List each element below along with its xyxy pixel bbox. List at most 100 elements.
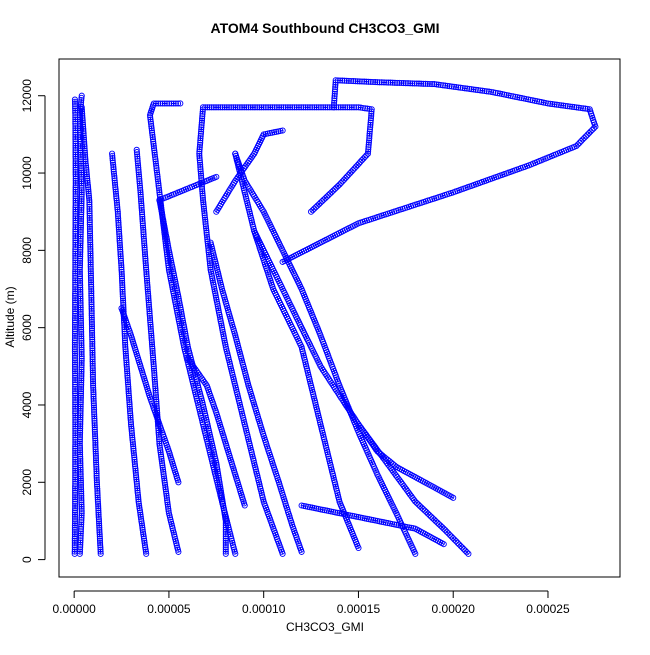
data-point [488, 88, 495, 95]
data-point [77, 455, 84, 462]
data-point [331, 95, 338, 102]
data-point [331, 92, 338, 100]
data-point [366, 137, 373, 144]
data-point [91, 413, 98, 420]
data-point [199, 110, 206, 117]
data-point [573, 142, 580, 150]
data-point [372, 79, 379, 86]
data-point [77, 451, 84, 458]
data-point [455, 84, 462, 91]
data-point [222, 526, 229, 533]
data-point [88, 301, 95, 308]
y-tick-label: 0 [20, 556, 34, 563]
data-point [196, 148, 203, 155]
data-point [157, 203, 164, 210]
data-point [77, 479, 84, 486]
data-point [140, 229, 147, 236]
y-tick-label: 2000 [20, 469, 34, 496]
data-point [366, 126, 374, 133]
data-point [95, 507, 102, 514]
data-point [181, 326, 188, 333]
data-point [143, 271, 150, 278]
data-point [353, 104, 360, 111]
data-point [159, 462, 166, 469]
data-point [88, 327, 96, 334]
data-point [94, 492, 101, 499]
data-point [72, 175, 79, 182]
data-point [77, 306, 84, 313]
data-point [71, 98, 79, 105]
data-point [71, 363, 79, 370]
data-point [115, 217, 122, 224]
data-point [77, 396, 84, 404]
data-point [164, 503, 172, 510]
data-point [120, 299, 127, 306]
data-point [77, 282, 84, 289]
data-point [89, 354, 96, 361]
data-point [162, 229, 169, 236]
data-point [93, 474, 100, 481]
data-point [184, 343, 191, 351]
data-point [198, 128, 205, 135]
data-point [456, 541, 463, 548]
data-point [135, 496, 142, 503]
data-point [77, 539, 84, 546]
data-point [77, 394, 84, 401]
data-point [448, 83, 455, 90]
data-point [509, 93, 517, 100]
data-point [97, 539, 104, 547]
data-point [138, 204, 145, 211]
data-point [315, 104, 322, 111]
data-point [72, 202, 79, 209]
data-point [142, 264, 150, 271]
data-point [158, 455, 165, 462]
data-point [77, 297, 84, 304]
data-point [562, 102, 569, 109]
data-point [80, 136, 88, 143]
data-point [78, 383, 85, 390]
data-point [170, 288, 177, 295]
data-point [118, 264, 125, 271]
data-point [145, 297, 152, 304]
data-point [71, 535, 78, 542]
data-point [147, 319, 154, 326]
data-point [385, 79, 392, 86]
data-point [78, 488, 85, 495]
data-point [72, 310, 79, 317]
data-point [222, 541, 229, 549]
data-point [217, 483, 224, 490]
data-point [211, 451, 218, 458]
data-point [78, 182, 85, 189]
data-point [136, 180, 143, 187]
data-point [199, 115, 206, 122]
data-point [151, 369, 158, 376]
data-point [122, 339, 129, 346]
data-point [147, 328, 155, 335]
data-point [133, 478, 140, 485]
data-point [153, 162, 160, 169]
data-point [157, 449, 164, 456]
data-point [219, 498, 226, 505]
data-point [450, 83, 457, 90]
data-point [77, 407, 84, 414]
data-point [197, 161, 204, 168]
data-point [71, 330, 79, 337]
data-point [115, 215, 122, 222]
data-point [84, 175, 91, 182]
data-point [198, 117, 206, 124]
data-point [92, 437, 99, 444]
data-point [140, 233, 147, 240]
data-point [154, 176, 161, 183]
data-point [87, 268, 94, 275]
data-point [348, 77, 355, 85]
data-point [78, 490, 85, 497]
data-point [200, 201, 207, 208]
data-point [76, 275, 84, 282]
data-point [149, 129, 156, 136]
data-point [179, 315, 186, 322]
data-point [76, 548, 84, 555]
data-point [138, 515, 145, 523]
data-point [196, 146, 203, 153]
data-point [446, 531, 453, 539]
data-point [93, 481, 101, 488]
